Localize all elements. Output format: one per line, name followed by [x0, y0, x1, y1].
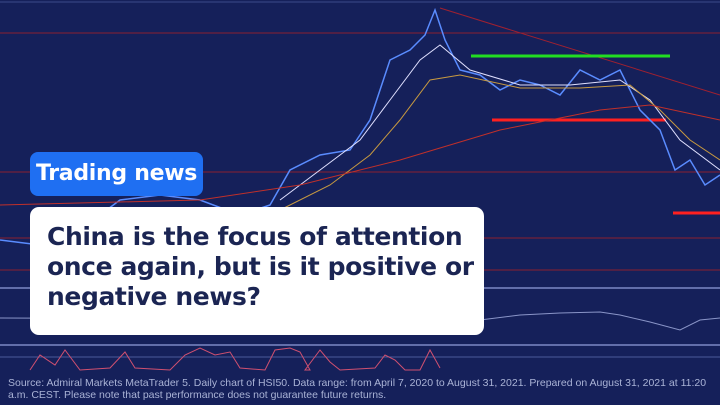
moving-average-long — [0, 104, 720, 206]
histogram-indicator — [0, 311, 720, 331]
headline-card: China is the focus of attention once aga… — [30, 207, 484, 335]
oscillator-line — [29, 347, 441, 371]
source-disclaimer: Source: Admiral Markets MetaTrader 5. Da… — [8, 377, 707, 401]
trend-line — [439, 7, 720, 96]
moving-average-slow — [279, 74, 720, 211]
headline: China is the focus of attention once aga… — [47, 222, 474, 311]
price-series — [0, 7, 720, 246]
price-chart-background — [0, 1, 720, 371]
moving-average-fast — [279, 44, 720, 201]
trading-news-badge: Trading news — [30, 152, 203, 196]
